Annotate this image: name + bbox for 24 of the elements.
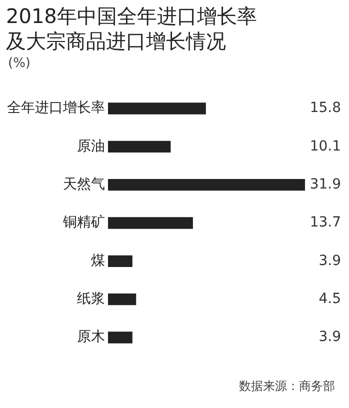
bar [108, 332, 132, 344]
y-tick-label: 纸浆 [77, 290, 105, 307]
y-tick-label: 原木 [77, 329, 105, 346]
data-label: 15.8 [310, 100, 341, 116]
source-note: 数据来源：商务部 [239, 378, 335, 395]
bar [108, 294, 136, 306]
bar [108, 217, 193, 229]
y-tick-label: 原油 [77, 138, 105, 154]
y-tick-label: 铜精矿 [62, 214, 105, 231]
data-label: 3.9 [318, 329, 341, 346]
data-label: 13.7 [310, 214, 341, 231]
bar [108, 255, 132, 267]
chart-subtitle: (%) [8, 56, 30, 71]
data-label: 4.5 [318, 290, 341, 307]
bar [108, 140, 171, 152]
chart-title: 2018年中国全年进口增长率及大宗商品进口增长情况 [6, 4, 258, 54]
data-label: 10.1 [310, 138, 341, 154]
y-tick-label: 煤 [91, 252, 105, 269]
bar [108, 102, 206, 114]
y-tick-label: 天然气 [63, 176, 105, 192]
y-tick-label: 全年进口增长率 [7, 100, 105, 116]
bar [108, 179, 305, 191]
data-label: 3.9 [318, 252, 341, 269]
data-label: 31.9 [310, 176, 341, 192]
